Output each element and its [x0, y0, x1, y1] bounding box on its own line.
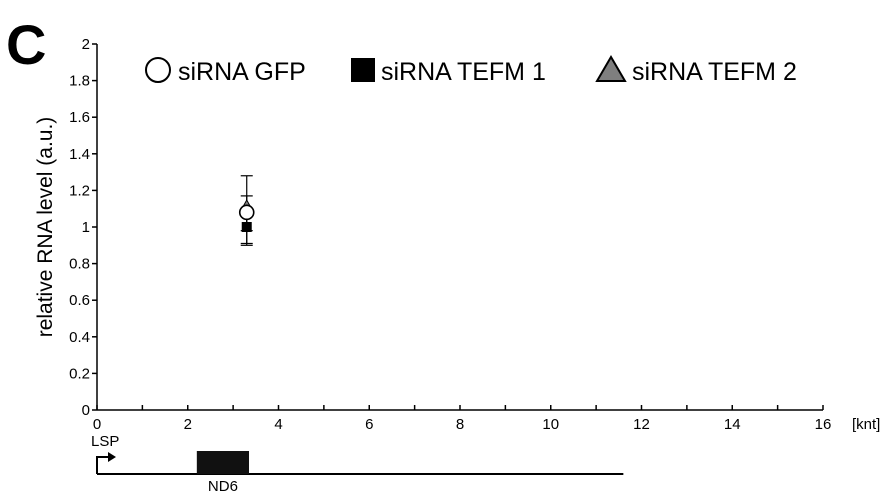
x-tick-label: 16 — [815, 416, 832, 433]
x-axis-unit: [knt] — [852, 416, 880, 433]
y-tick-label: 0.8 — [69, 256, 90, 273]
y-axis-label: relative RNA level (a.u.) — [34, 117, 57, 338]
y-tick-label: 0 — [82, 402, 90, 419]
legend-label-gfp: siRNA GFP — [178, 58, 306, 86]
x-tick-label: 10 — [542, 416, 559, 433]
y-tick-label: 1.6 — [69, 109, 90, 126]
promoter-arrow — [96, 456, 112, 474]
panel-label: C — [6, 13, 46, 76]
gene-map: LSP ND6 — [91, 433, 624, 495]
x-tick-label: 12 — [633, 416, 650, 433]
y-tick-label: 0.6 — [69, 292, 90, 309]
data-point-gfp — [238, 204, 255, 221]
y-tick-label: 2 — [82, 36, 90, 53]
y-tick-label: 0.4 — [69, 329, 90, 346]
legend-marker-tefm2 — [595, 55, 627, 82]
x-tick-label: 6 — [365, 416, 373, 433]
data-point-tefm1 — [241, 222, 252, 232]
legend-marker-tefm1 — [351, 58, 375, 82]
x-tick-label: 0 — [93, 416, 101, 433]
y-tick-label: 1.4 — [69, 146, 90, 163]
y-tick-label: 0.2 — [69, 365, 90, 382]
x-tick-label: 2 — [184, 416, 192, 433]
x-tick-label: 14 — [724, 416, 741, 433]
gene-label: ND6 — [208, 478, 238, 495]
x-ticks: 0 2 4 6 8 10 12 14 16 — [93, 405, 832, 433]
y-axis: 0 0.2 0.4 0.6 0.8 1 1.2 1.4 1.6 1.8 2 — [69, 36, 98, 419]
y-tick-label: 1.8 — [69, 73, 90, 90]
legend-label-tefm1: siRNA TEFM 1 — [381, 58, 546, 86]
gene-block-nd6 — [196, 451, 250, 474]
x-axis: 0 2 4 6 8 10 12 14 16 [knt] — [93, 405, 880, 433]
y-ticks: 0 0.2 0.4 0.6 0.8 1 1.2 1.4 1.6 1.8 2 — [69, 36, 97, 419]
y-tick-label: 1.2 — [69, 182, 90, 199]
y-tick-label: 1 — [82, 219, 90, 236]
data-points — [238, 175, 255, 246]
legend-label-tefm2: siRNA TEFM 2 — [632, 58, 797, 86]
promoter-label: LSP — [91, 433, 119, 450]
legend-marker-gfp — [145, 57, 171, 83]
x-tick-label: 8 — [456, 416, 464, 433]
promoter-arrowhead — [108, 452, 116, 462]
x-tick-label: 4 — [274, 416, 282, 433]
legend: siRNA GFP siRNA TEFM 1 siRNA TEFM 2 — [145, 55, 797, 86]
